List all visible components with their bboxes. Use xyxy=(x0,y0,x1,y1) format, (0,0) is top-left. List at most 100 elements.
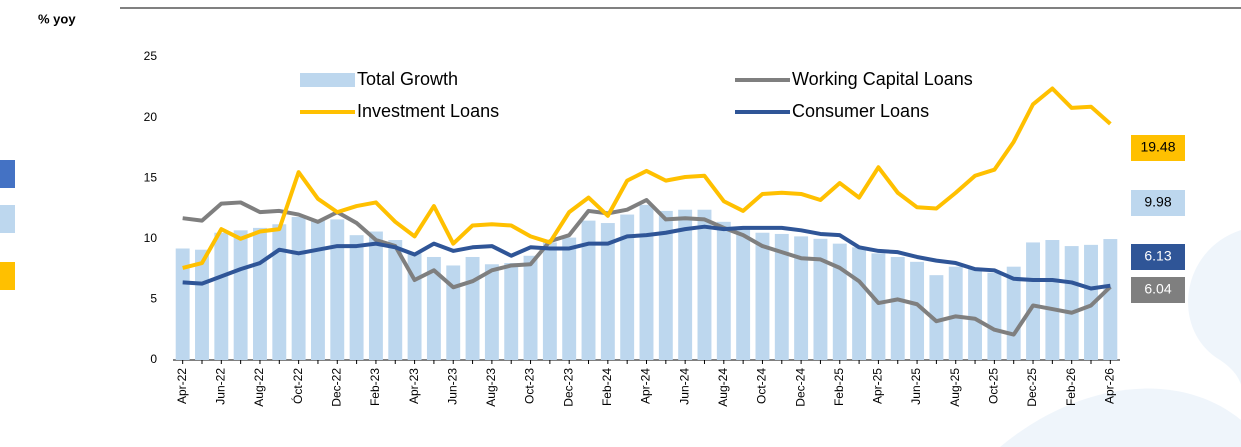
bar xyxy=(195,249,209,360)
x-tick-label: Jun-23 xyxy=(445,368,459,405)
bar xyxy=(426,256,441,360)
bar xyxy=(948,266,963,360)
bar xyxy=(852,247,867,360)
bar xyxy=(233,230,248,360)
legend-label: Total Growth xyxy=(357,69,458,89)
x-tick-label: Oct-23 xyxy=(523,368,537,404)
bar xyxy=(542,242,557,360)
bar xyxy=(697,209,712,360)
cropped-box xyxy=(0,160,15,188)
x-tick-label: Oct-25 xyxy=(987,368,1001,404)
bar xyxy=(794,236,809,360)
bar xyxy=(368,231,383,360)
bar xyxy=(736,229,751,360)
bar xyxy=(929,275,944,360)
bar xyxy=(1045,240,1060,360)
x-tick-label: Apr-25 xyxy=(871,368,885,404)
x-tick-label: Jun-24 xyxy=(677,368,691,405)
x-tick-label: Aug-25 xyxy=(948,368,962,407)
end-label: 9.98 xyxy=(1144,194,1171,210)
watermark xyxy=(1000,388,1241,447)
bar xyxy=(1064,246,1079,360)
bar xyxy=(639,204,654,360)
end-label-box xyxy=(1131,135,1185,161)
y-tick-label: 5 xyxy=(150,292,157,306)
bar xyxy=(832,243,847,360)
bar xyxy=(388,240,403,360)
x-tick-label: Dec-23 xyxy=(561,368,575,407)
end-label-box xyxy=(1131,277,1185,303)
bar xyxy=(272,224,287,360)
x-tick-label: Apr-23 xyxy=(407,368,421,404)
cropped-box xyxy=(0,205,15,233)
bar xyxy=(175,248,190,360)
bar xyxy=(716,221,731,360)
x-tick-label: Jun-25 xyxy=(909,368,923,405)
end-label-box xyxy=(1131,244,1185,270)
line xyxy=(182,86,1112,270)
bar xyxy=(581,220,596,360)
x-tick-label: Dec-24 xyxy=(793,368,807,407)
x-tick-label: Aug-22 xyxy=(252,368,266,407)
bar xyxy=(600,223,615,360)
end-label: 6.13 xyxy=(1144,248,1171,264)
bar xyxy=(987,272,1002,360)
y-tick-label: 25 xyxy=(144,49,158,63)
x-tick-label: Feb-24 xyxy=(600,368,614,406)
x-tick-label: Apr-26 xyxy=(1103,368,1117,404)
y-tick-label: 10 xyxy=(144,231,158,245)
line xyxy=(182,224,1111,291)
bar xyxy=(1084,244,1098,360)
end-label: 6.04 xyxy=(1144,281,1171,297)
bar xyxy=(484,264,499,360)
bar xyxy=(349,235,364,360)
end-label: 19.48 xyxy=(1140,139,1175,155)
bar xyxy=(755,232,770,360)
bar xyxy=(291,216,306,360)
watermark xyxy=(1188,230,1241,400)
bar xyxy=(1103,239,1118,360)
x-tick-label: Feb-25 xyxy=(832,368,846,406)
bar xyxy=(910,261,925,360)
bar xyxy=(1026,242,1040,360)
x-tick-label: Feb-26 xyxy=(1064,368,1078,406)
bar xyxy=(523,255,538,360)
bar xyxy=(813,238,828,360)
x-tick-label: Óct-22 xyxy=(290,368,305,404)
x-tick-label: Aug-24 xyxy=(716,368,730,407)
bar xyxy=(658,210,673,360)
bar xyxy=(871,253,886,360)
bar xyxy=(465,256,480,360)
bar xyxy=(1006,266,1021,360)
y-tick-label: 0 xyxy=(150,352,157,366)
bar xyxy=(214,232,229,360)
bar xyxy=(774,233,789,360)
legend-label: Working Capital Loans xyxy=(792,69,973,89)
bar xyxy=(890,256,905,360)
x-tick-label: Apr-24 xyxy=(639,368,653,404)
bar xyxy=(562,237,577,360)
cropped-box xyxy=(0,262,15,290)
x-tick-label: Dec-22 xyxy=(329,368,343,407)
x-tick-label: Oct-24 xyxy=(755,368,769,404)
y-tick-label: 15 xyxy=(144,170,158,184)
x-tick-label: Dec-25 xyxy=(1025,368,1039,407)
bar xyxy=(446,265,461,360)
bar xyxy=(620,214,635,360)
legend-label: Consumer Loans xyxy=(792,101,929,121)
unit-label: % yoy xyxy=(38,11,76,26)
end-label-box xyxy=(1131,190,1185,216)
bar xyxy=(678,209,693,360)
legend-label: Investment Loans xyxy=(357,101,499,121)
bar xyxy=(310,220,325,360)
legend-swatch xyxy=(300,73,355,87)
bar xyxy=(504,263,519,360)
x-tick-label: Jun-22 xyxy=(213,368,227,405)
bar xyxy=(968,267,983,360)
x-tick-label: Feb-23 xyxy=(368,368,382,406)
x-tick-label: Aug-23 xyxy=(484,368,498,407)
bar xyxy=(330,219,345,360)
y-tick-label: 20 xyxy=(144,110,158,124)
x-tick-label: Apr-22 xyxy=(175,368,189,404)
